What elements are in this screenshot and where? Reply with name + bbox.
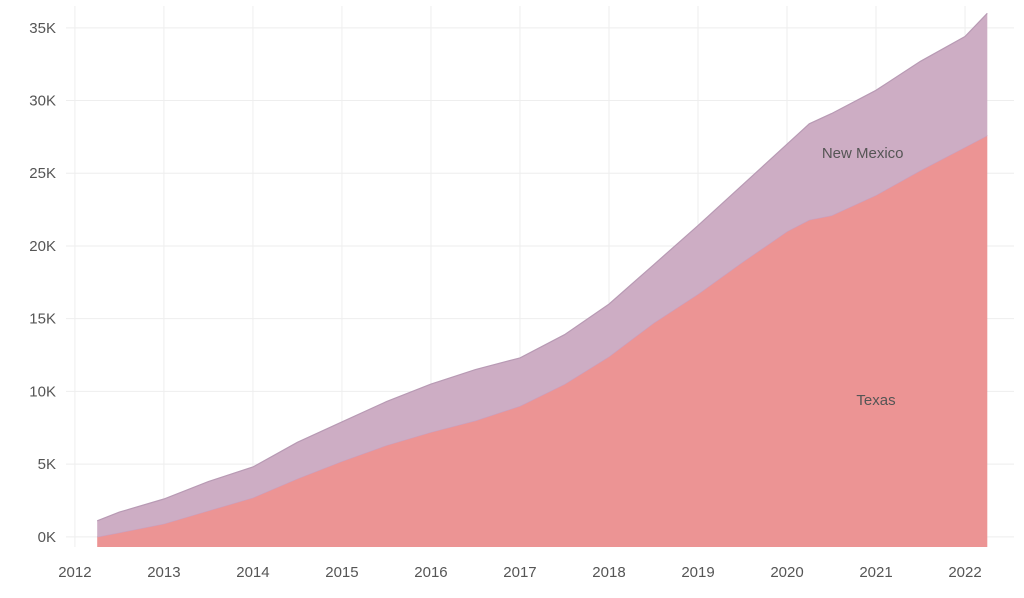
series-label-texas: Texas bbox=[856, 392, 895, 409]
x-tick-label-2022: 2022 bbox=[948, 564, 981, 581]
x-axis-tick-labels: 2012 2013 2014 2015 2016 2017 2018 2019 2020 2021… bbox=[58, 564, 982, 581]
texas-area bbox=[97, 135, 988, 547]
x-tick-label-2015: 2015 bbox=[325, 564, 358, 581]
y-tick-label-20000: 20K bbox=[29, 238, 56, 255]
y-tick-label-25000: 25K bbox=[29, 165, 56, 182]
y-tick-label-35000: 35K bbox=[29, 20, 56, 37]
x-tick-label-2018: 2018 bbox=[592, 564, 625, 581]
series-label-new-mexico: New Mexico bbox=[822, 145, 904, 162]
y-tick-label-5000: 5K bbox=[38, 456, 56, 473]
x-tick-label-2019: 2019 bbox=[681, 564, 714, 581]
y-tick-label-15000: 15K bbox=[29, 311, 56, 328]
x-tick-label-2020: 2020 bbox=[770, 564, 803, 581]
y-tick-label-10000: 10K bbox=[29, 383, 56, 400]
new-mexico-edge-line bbox=[96, 12, 988, 522]
y-tick-label-30000: 30K bbox=[29, 93, 56, 110]
x-tick-label-2013: 2013 bbox=[147, 564, 180, 581]
x-tick-label-2014: 2014 bbox=[236, 564, 269, 581]
x-tick-label-2021: 2021 bbox=[859, 564, 892, 581]
area-series-layer bbox=[96, 12, 988, 547]
y-tick-label-0: 0K bbox=[38, 529, 56, 546]
y-axis-tick-labels: 0K 5K 10K 15K 20K 25K 30K 35K bbox=[29, 20, 56, 546]
x-tick-label-2017: 2017 bbox=[503, 564, 536, 581]
x-tick-label-2016: 2016 bbox=[414, 564, 447, 581]
x-tick-label-2012: 2012 bbox=[58, 564, 91, 581]
series-labels: Texas New Mexico bbox=[822, 145, 904, 409]
